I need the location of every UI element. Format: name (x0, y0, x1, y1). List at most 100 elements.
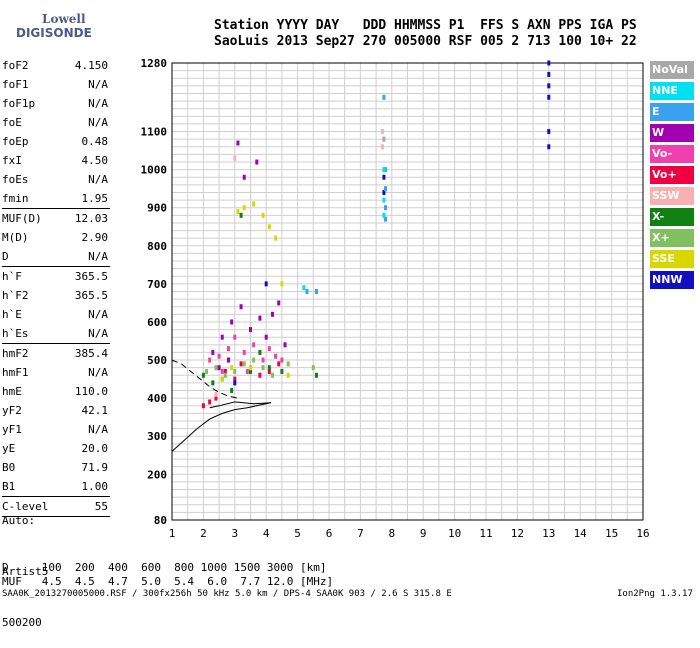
x-tick-label: 14 (574, 527, 588, 540)
echo-point-w (255, 159, 259, 165)
echo-point-nnw (547, 94, 551, 100)
echo-point-x- (261, 365, 265, 371)
echo-point-w (227, 357, 231, 363)
echo-point-e (384, 186, 388, 192)
y-tick-label: 80 (154, 514, 167, 527)
param-value: N/A (88, 327, 108, 340)
scaled-parameters-panel: foF2 4.150 foF1 N/A foF1p N/A foE N/A foEp 0.48 fx… (2, 56, 110, 517)
echo-point-x- (286, 361, 290, 367)
param-value: 110.0 (74, 385, 108, 398)
echo-point-sse (267, 224, 271, 230)
echo-point-vo- (233, 376, 237, 382)
x-tick-label: 7 (357, 527, 364, 540)
legend-item-nnw: NNW (650, 271, 694, 289)
legend-item-ssw: SSW (650, 187, 694, 205)
echo-point-ssw (380, 129, 384, 135)
echo-point-w (239, 304, 243, 310)
legend-item-x-: X- (650, 208, 694, 226)
echo-point-nnw (382, 174, 386, 180)
echo-point-w (217, 365, 221, 371)
echo-point-nne (382, 167, 386, 173)
echo-point-ssw (214, 391, 218, 397)
echo-point-e (305, 289, 309, 294)
echo-point-w (242, 174, 246, 180)
echo-point-e (384, 216, 388, 222)
x-tick-label: 8 (388, 527, 395, 540)
echo-point-sse (242, 205, 246, 211)
file-info-footer: SAA0K_2013270005000.RSF / 300fx256h 50 k… (2, 589, 452, 599)
echo-point-sse (274, 235, 278, 241)
param-value: N/A (88, 173, 108, 186)
param-row: foEs N/A (2, 170, 110, 189)
echo-point-sse (261, 212, 265, 218)
echo-point-vo- (208, 399, 212, 405)
echo-point-nnw (547, 144, 551, 150)
echo-point-x- (270, 372, 274, 378)
echo-point-w (220, 334, 224, 340)
echo-point-x- (267, 365, 271, 371)
echo-point-nnw (547, 60, 551, 66)
x-tick-label: 9 (420, 527, 427, 540)
param-row: foE N/A (2, 113, 110, 132)
param-value: N/A (88, 366, 108, 379)
param-value: 0.48 (81, 135, 109, 148)
echo-point-vo- (242, 349, 246, 355)
auto-program: Artist5 (2, 565, 49, 578)
param-value: 365.5 (74, 289, 108, 302)
echo-point-noval (382, 136, 386, 142)
legend-item-w: W (650, 124, 694, 142)
param-name: hmF1 (2, 366, 29, 379)
x-tick-label: 1 (169, 527, 176, 540)
echo-point-sse (249, 365, 252, 371)
params-separator (2, 266, 110, 267)
param-name: M(D) (2, 231, 29, 244)
echo-point-e (384, 167, 388, 173)
echo-point-sse (220, 376, 224, 382)
echo-point-nne (382, 212, 386, 218)
x-tick-label: 10 (448, 527, 461, 540)
echo-point-x- (223, 372, 227, 378)
param-row: D N/A (2, 247, 110, 266)
echo-point-vo- (267, 346, 271, 352)
param-row: hmE 110.0 (2, 382, 110, 401)
echo-point-sse (252, 201, 256, 207)
param-row: C-level 55 (2, 497, 110, 516)
x-tick-label: 11 (479, 527, 492, 540)
param-row: fxI 4.50 (2, 151, 110, 170)
param-row: h`F 365.5 (2, 267, 110, 286)
trace-dashed (171, 359, 238, 399)
param-name: hmF2 (2, 347, 29, 360)
echo-point-x- (280, 368, 284, 374)
echo-point-x- (211, 380, 215, 386)
param-name: foE (2, 116, 22, 129)
echo-point-w (258, 315, 262, 321)
params-separator (2, 496, 110, 497)
params-separator (2, 516, 110, 517)
params-separator (2, 208, 110, 209)
echo-point-ssw (380, 144, 384, 150)
echo-point-x- (249, 368, 252, 374)
echo-point-x- (242, 361, 246, 367)
echo-point-nnw (382, 189, 386, 195)
echo-point-w (283, 342, 287, 348)
param-value: 1.95 (81, 192, 109, 205)
param-value: 1.00 (81, 480, 109, 493)
y-tick-label: 800 (147, 240, 167, 253)
param-name: fxI (2, 154, 22, 167)
y-tick-label: 300 (147, 430, 167, 443)
param-value: 365.5 (74, 270, 108, 283)
echo-point-vo- (245, 368, 249, 374)
y-tick-label: 1100 (141, 126, 168, 139)
echo-point-w (230, 319, 234, 325)
param-name: foF1 (2, 78, 29, 91)
param-value: 55 (94, 500, 108, 513)
echo-point-sse (230, 365, 234, 371)
echo-point-vo- (277, 361, 281, 367)
x-tick-label: 12 (511, 527, 524, 540)
param-value: N/A (88, 308, 108, 321)
param-name: h`F2 (2, 289, 29, 302)
legend-item-noval: NoVal (650, 61, 694, 79)
param-name: D (2, 250, 9, 263)
echo-point-sse (280, 281, 284, 287)
param-row: foF2 4.150 (2, 56, 110, 75)
